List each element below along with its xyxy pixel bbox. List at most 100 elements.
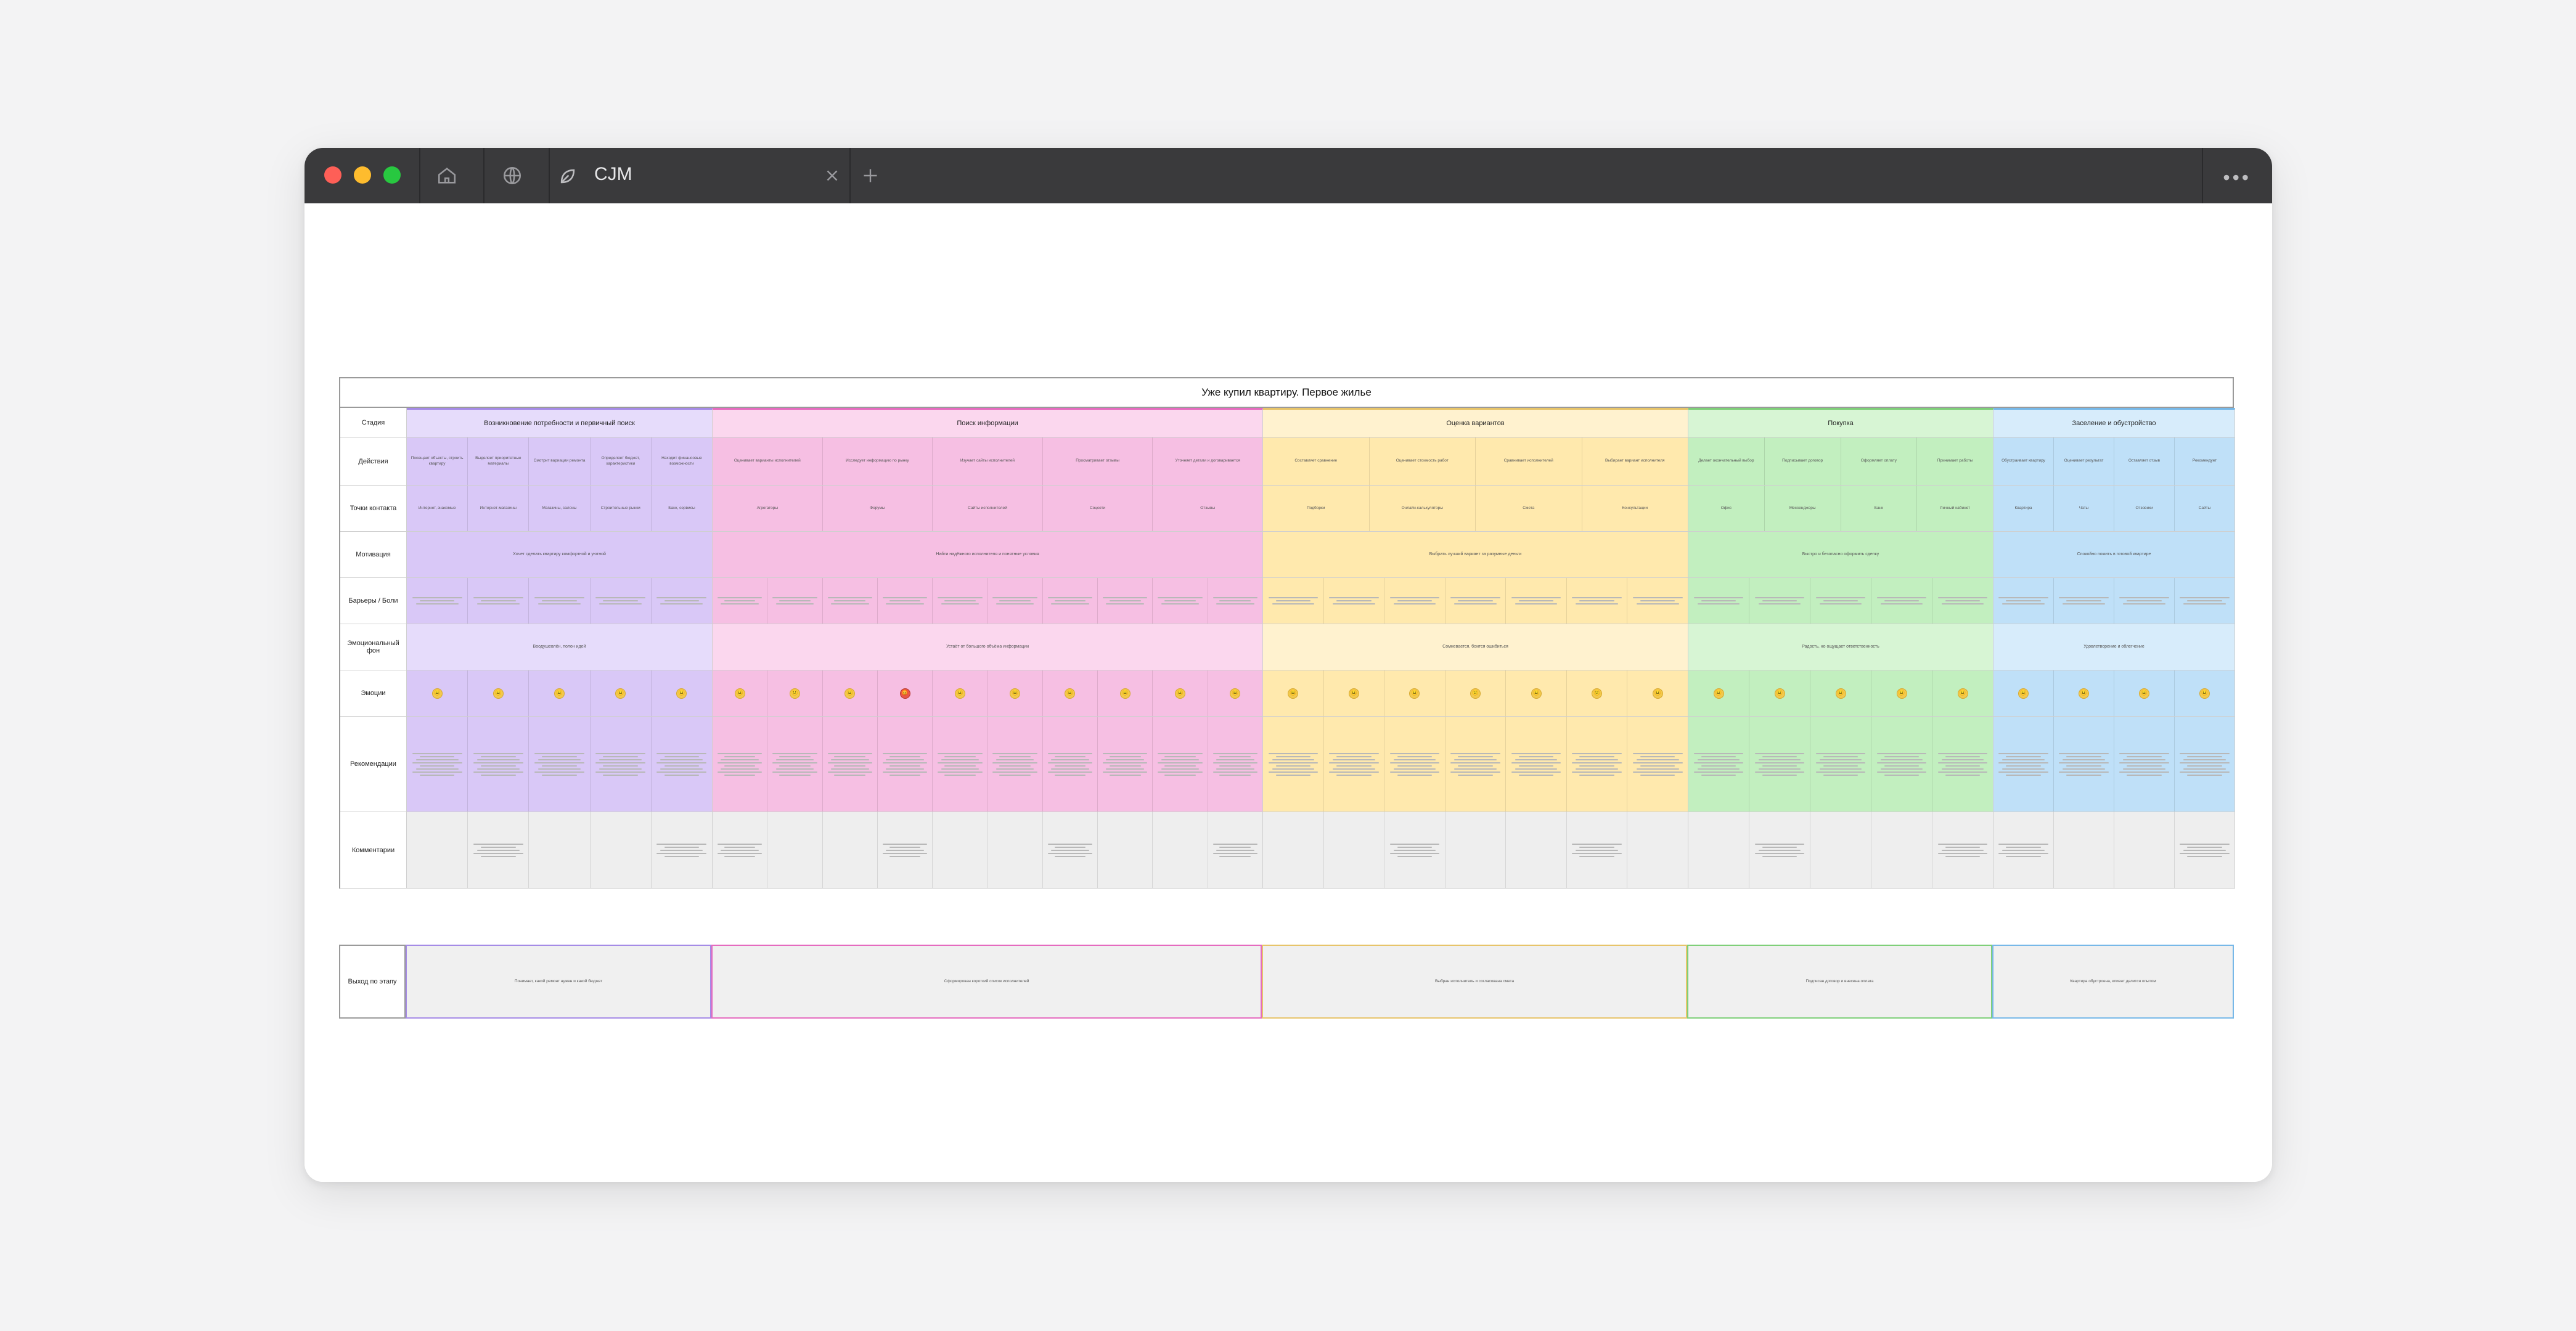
barrier-item[interactable] (1384, 578, 1445, 624)
actions-item[interactable]: Обустраивает квартиру (1993, 438, 2054, 485)
cell-stage-stage4[interactable]: Покупка (1688, 408, 1993, 438)
recommendation-item[interactable] (1810, 717, 1871, 812)
barrier-item[interactable] (878, 578, 933, 624)
cell-barriers-stage5[interactable] (1993, 578, 2235, 624)
recommendation-item[interactable] (767, 717, 823, 812)
cell-actions-stage3[interactable]: Составляет сравнение Оценивает стоимость … (1263, 438, 1688, 486)
barrier-item[interactable] (1749, 578, 1810, 624)
cell-touchpoints-stage1[interactable]: Интернет, знакомые Интернет-магазины Магаз… (407, 486, 713, 532)
barrier-item[interactable] (1993, 578, 2054, 624)
barrier-item[interactable] (529, 578, 591, 624)
cell-comments-stage2[interactable] (713, 812, 1263, 889)
cell-barriers-stage3[interactable] (1263, 578, 1688, 624)
touchpoints-item[interactable]: Квартира (1993, 486, 2054, 531)
recommendation-item[interactable] (1153, 717, 1208, 812)
comment-item[interactable] (1384, 812, 1445, 888)
cell-emotions-stage1[interactable]: 😐 😐 😐 😐 😐 (407, 670, 713, 717)
actions-item[interactable]: Уточняет детали и договаривается (1175, 458, 1240, 463)
actions-item[interactable]: Выделяет приоритетные материалы (468, 438, 530, 485)
barrier-item[interactable] (1871, 578, 1932, 624)
actions-item[interactable]: Просматривает отзывы (1043, 438, 1153, 485)
touchpoints-item[interactable]: Интернет, знакомые (407, 486, 468, 531)
cell-actions-stage2[interactable]: Оценивает варианты исполнителей Исследует… (713, 438, 1263, 486)
home-button[interactable] (432, 161, 462, 190)
touchpoints-item[interactable]: Сайты исполнителей (933, 486, 1043, 531)
cell-barriers-stage1[interactable] (407, 578, 713, 624)
barrier-item[interactable] (1445, 578, 1507, 624)
barrier-item[interactable] (2114, 578, 2175, 624)
cell-comments-stage5[interactable] (1993, 812, 2235, 889)
stage-output-2[interactable]: Сформирован короткий список исполнителей (711, 945, 1262, 1019)
barrier-item[interactable] (1567, 578, 1628, 624)
barrier-item[interactable] (1506, 578, 1567, 624)
actions-item[interactable]: Выбирает вариант исполнителя (1605, 458, 1665, 463)
comment-item[interactable] (823, 812, 878, 888)
cell-motivation-stage3[interactable]: Выбрать лучший вариант за разумные деньг… (1263, 532, 1688, 578)
recommendation-item[interactable] (468, 717, 530, 812)
recommendation-item[interactable] (1567, 717, 1628, 812)
recommendation-item[interactable] (1445, 717, 1507, 812)
barrier-item[interactable] (1153, 578, 1208, 624)
comment-item[interactable] (1932, 812, 1993, 888)
cell-comments-stage1[interactable] (407, 812, 713, 889)
barrier-item[interactable] (2054, 578, 2114, 624)
cell-actions-stage1[interactable]: Посещает объекты, строить квартиру Выделя… (407, 438, 713, 486)
comment-item[interactable] (2175, 812, 2235, 888)
barrier-item[interactable] (652, 578, 712, 624)
touchpoints-item[interactable]: Форумы (823, 486, 933, 531)
comment-item[interactable] (878, 812, 933, 888)
comment-item[interactable] (1324, 812, 1385, 888)
recommendation-item[interactable] (2114, 717, 2175, 812)
recommendation-item[interactable] (1384, 717, 1445, 812)
recommendation-item[interactable] (652, 717, 712, 812)
touchpoints-item[interactable]: Мессенджеры (1765, 486, 1841, 531)
recommendation-item[interactable] (1506, 717, 1567, 812)
touchpoints-item[interactable]: Личный кабинет (1940, 505, 1971, 510)
barrier-item[interactable] (407, 578, 468, 624)
comment-item[interactable] (1153, 812, 1208, 888)
actions-item[interactable]: Смотрит вариации ремонта (529, 438, 591, 485)
cell-actions-stage4[interactable]: Делает окончательный выбор Подписывает до… (1688, 438, 1993, 486)
comment-item[interactable] (407, 812, 468, 888)
barrier-item[interactable] (1688, 578, 1749, 624)
stage-output-5[interactable]: Квартира обустроена, клиент делится опыт… (1992, 945, 2234, 1019)
recommendation-item[interactable] (591, 717, 652, 812)
barrier-item[interactable] (1932, 578, 1993, 624)
recommendation-item[interactable] (1043, 717, 1098, 812)
cell-touchpoints-stage4[interactable]: Офис Мессенджеры Банк Личный кабинет (1688, 486, 1993, 532)
comment-item[interactable] (1263, 812, 1324, 888)
actions-item[interactable]: Определяет бюджет, характеристики (591, 438, 652, 485)
recommendation-item[interactable] (407, 717, 468, 812)
cell-barriers-stage4[interactable] (1688, 578, 1993, 624)
touchpoints-item[interactable]: Подборки (1263, 486, 1370, 531)
touchpoints-item[interactable]: Магазины, салоны (529, 486, 591, 531)
comment-item[interactable] (2114, 812, 2175, 888)
touchpoints-item[interactable]: Интернет-магазины (468, 486, 530, 531)
comment-item[interactable] (591, 812, 652, 888)
minimize-window-button[interactable] (354, 166, 371, 184)
cell-motivation-stage5[interactable]: Спокойно пожить в готовой квартире (1993, 532, 2235, 578)
recommendation-item[interactable] (933, 717, 988, 812)
close-window-button[interactable] (324, 166, 341, 184)
recommendation-item[interactable] (1324, 717, 1385, 812)
barrier-item[interactable] (823, 578, 878, 624)
comment-item[interactable] (1445, 812, 1507, 888)
recommendation-item[interactable] (1871, 717, 1932, 812)
recommendation-item[interactable] (529, 717, 591, 812)
barrier-item[interactable] (1627, 578, 1688, 624)
tab-title[interactable]: CJM (594, 164, 632, 184)
recommendation-item[interactable] (1688, 717, 1749, 812)
touchpoints-item[interactable]: Агрегаторы (713, 486, 823, 531)
comment-item[interactable] (1627, 812, 1688, 888)
actions-item[interactable]: Оставляет отзыв (2114, 438, 2175, 485)
touchpoints-item[interactable]: Банк, сервисы (668, 505, 695, 510)
barrier-item[interactable] (2175, 578, 2235, 624)
cell-emotions-stage5[interactable]: 😐 😐 😐 😐 (1993, 670, 2235, 717)
actions-item[interactable]: Посещает объекты, строить квартиру (407, 438, 468, 485)
recommendation-item[interactable] (878, 717, 933, 812)
cell-emotions-stage4[interactable]: 😐 😐 😐 😐 😐 (1688, 670, 1993, 717)
recommendation-item[interactable] (1208, 717, 1262, 812)
comment-item[interactable] (1098, 812, 1153, 888)
actions-item[interactable]: Изучает сайты исполнителей (933, 438, 1043, 485)
tab[interactable] (557, 166, 578, 190)
